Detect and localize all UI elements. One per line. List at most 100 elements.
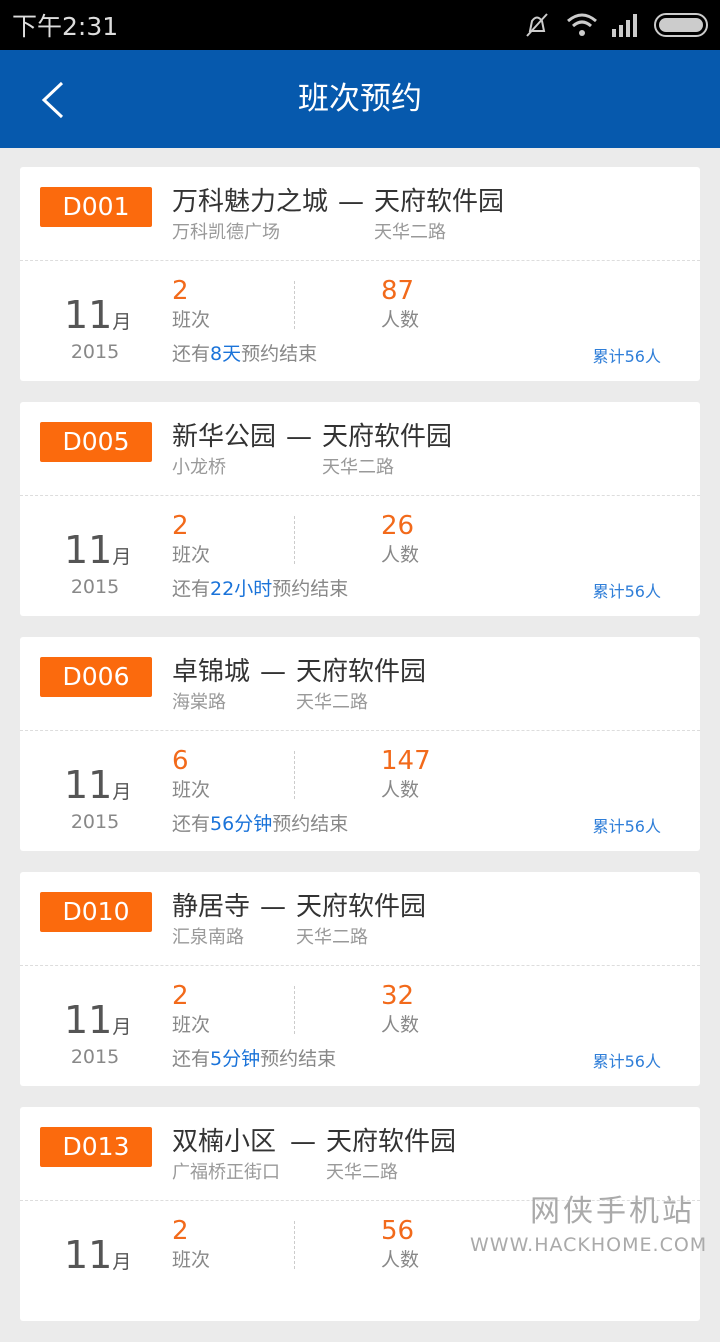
trips-stat: 6 班次 <box>172 745 210 803</box>
route-header: D006 卓锦城 海棠路 — 天府软件园 天华二路 <box>20 637 700 731</box>
route-code-badge: D006 <box>40 657 152 697</box>
people-label: 人数 <box>381 1014 420 1036</box>
destination: 天府软件园 天华二路 <box>296 655 426 717</box>
total-count: 累计56人 <box>592 582 661 601</box>
origin-name: 双楠小区 <box>172 1127 277 1157</box>
route-code-badge: D013 <box>40 1127 152 1167</box>
stat-divider <box>294 986 295 1034</box>
total-count: 累计56人 <box>592 817 661 836</box>
origin-station: 万科凯德广场 <box>172 222 280 243</box>
remain-prefix: 还有 <box>172 813 211 835</box>
remaining-time: 还有8天预约结束 <box>172 339 317 366</box>
origin: 新华公园 小龙桥 <box>172 420 276 482</box>
remain-suffix: 预约结束 <box>260 1048 337 1070</box>
month: 11月 <box>64 1235 144 1282</box>
route-separator: — <box>290 1127 316 1157</box>
destination-station: 天华二路 <box>322 457 395 478</box>
destination-station: 天华二路 <box>296 692 369 713</box>
destination-station: 天华二路 <box>374 222 447 243</box>
origin-station: 小龙桥 <box>172 457 226 478</box>
back-button[interactable] <box>38 80 78 120</box>
people-stat: 87 人数 <box>381 275 419 333</box>
remain-value: 56分钟 <box>210 813 273 835</box>
route-card[interactable]: D010 静居寺 汇泉南路 — 天府软件园 天华二路 11月 2015 2 班次… <box>20 872 700 1086</box>
status-time: 下午2:31 <box>12 12 119 41</box>
stat-divider <box>294 516 295 564</box>
destination: 天府软件园 天华二路 <box>326 1125 456 1187</box>
route-header: D013 双楠小区 广福桥正街口 — 天府软件园 天华二路 <box>20 1107 700 1201</box>
remain-suffix: 预约结束 <box>241 343 318 365</box>
route-card[interactable]: D001 万科魅力之城 万科凯德广场 — 天府软件园 天华二路 11月 2015… <box>20 167 700 381</box>
stat-divider <box>294 751 295 799</box>
total-count: 累计56人 <box>592 347 661 366</box>
route-separator: — <box>260 892 287 922</box>
trips-label: 班次 <box>172 544 211 566</box>
year: 2015 <box>70 811 120 833</box>
remain-prefix: 还有 <box>172 1048 211 1070</box>
destination-name: 天府软件园 <box>326 1127 457 1157</box>
route-card[interactable]: D005 新华公园 小龙桥 — 天府软件园 天华二路 11月 2015 2 班次… <box>20 402 700 616</box>
watermark: 网侠手机站 WWW.HACKHOME.COM <box>470 1186 707 1256</box>
remaining-time: 还有56分钟预约结束 <box>172 809 348 836</box>
app-header: 班次预约 <box>0 50 720 148</box>
people-count: 147 <box>381 746 431 776</box>
route-separator: — <box>338 187 365 217</box>
month-unit: 月 <box>112 546 132 568</box>
page-title: 班次预约 <box>298 81 422 117</box>
month: 11月 <box>64 765 144 812</box>
destination-name: 天府软件园 <box>296 657 427 687</box>
route-path: 卓锦城 海棠路 — 天府软件园 天华二路 <box>172 655 426 717</box>
destination-name: 天府软件园 <box>296 892 427 922</box>
route-code-badge: D005 <box>40 422 152 462</box>
route-path: 静居寺 汇泉南路 — 天府软件园 天华二路 <box>172 890 426 952</box>
trips-stat: 2 班次 <box>172 510 210 568</box>
route-separator: — <box>286 422 313 452</box>
people-stat: 147 人数 <box>381 745 431 803</box>
origin-name: 静居寺 <box>172 892 251 922</box>
remaining-time: 还有5分钟预约结束 <box>172 1044 336 1071</box>
origin-station: 海棠路 <box>172 692 226 713</box>
route-path: 新华公园 小龙桥 — 天府软件园 天华二路 <box>172 420 452 482</box>
destination: 天府软件园 天华二路 <box>322 420 452 482</box>
trips-label: 班次 <box>172 309 211 331</box>
people-label: 人数 <box>381 544 420 566</box>
trips-count: 2 <box>172 276 189 306</box>
month-unit: 月 <box>112 311 132 333</box>
origin-name: 万科魅力之城 <box>172 187 329 217</box>
remain-suffix: 预约结束 <box>272 813 349 835</box>
route-code-badge: D001 <box>40 187 152 227</box>
route-card[interactable]: D006 卓锦城 海棠路 — 天府软件园 天华二路 11月 2015 6 班次 … <box>20 637 700 851</box>
people-count: 56 <box>381 1216 415 1246</box>
people-count: 26 <box>381 511 415 541</box>
destination: 天府软件园 天华二路 <box>296 890 426 952</box>
destination-name: 天府软件园 <box>374 187 505 217</box>
month-value: 11 <box>64 528 113 572</box>
trips-stat: 2 班次 <box>172 980 210 1038</box>
destination-station: 天华二路 <box>326 1162 398 1183</box>
total-count: 累计56人 <box>592 1052 661 1071</box>
watermark-en: WWW.HACKHOME.COM <box>470 1234 708 1256</box>
origin-name: 新华公园 <box>172 422 277 452</box>
remain-value: 22小时 <box>210 578 273 600</box>
origin-name: 卓锦城 <box>172 657 251 687</box>
month-value: 11 <box>64 293 113 337</box>
origin: 双楠小区 广福桥正街口 <box>172 1125 280 1187</box>
trips-count: 6 <box>172 746 189 776</box>
people-count: 32 <box>381 981 415 1011</box>
destination-station: 天华二路 <box>296 927 369 948</box>
stat-divider <box>294 1221 295 1269</box>
trips-label: 班次 <box>172 1014 211 1036</box>
status-bar: 下午2:31 <box>0 0 720 50</box>
origin: 卓锦城 海棠路 <box>172 655 250 717</box>
month: 11月 <box>64 530 144 577</box>
people-label: 人数 <box>381 779 420 801</box>
remain-value: 5分钟 <box>210 1048 261 1070</box>
route-list: D001 万科魅力之城 万科凯德广场 — 天府软件园 天华二路 11月 2015… <box>20 167 700 1342</box>
mute-icon <box>526 13 548 37</box>
route-separator: — <box>260 657 287 687</box>
route-path: 万科魅力之城 万科凯德广场 — 天府软件园 天华二路 <box>172 185 504 247</box>
month: 11月 <box>64 295 144 342</box>
month-unit: 月 <box>112 1251 132 1273</box>
origin-station: 汇泉南路 <box>172 927 244 948</box>
month-value: 11 <box>64 763 113 807</box>
